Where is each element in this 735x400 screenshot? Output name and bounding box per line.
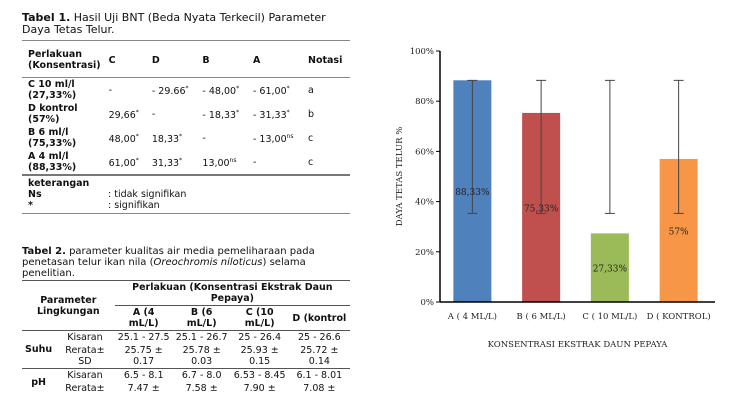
table-cell: 6.1 - 8.01 — [296, 370, 343, 381]
data-label: 27,33% — [593, 265, 628, 275]
y-tick-label: 60% — [415, 147, 434, 157]
table-row: Rerata± SD 25.75 ± 0.17 25.78 ± 0.03 25.93 … — [22, 344, 350, 369]
bar — [590, 233, 629, 302]
table-cell: 7.08 ± — [303, 383, 336, 394]
table-cell: 7.90 ± — [243, 383, 276, 394]
table2: Parameter Lingkungan Perlakuan (Konsentr… — [22, 281, 350, 395]
x-tick-label: B ( 6 ML/L) — [517, 311, 566, 322]
table-row: B 6 ml/l (75,33%) 48,00* 18,33* - - 13,00ns c — [22, 126, 350, 150]
bar-chart: 88,33% A ( 4 ML/L) 75,33% B ( 6 ML/L) 27,33%… — [395, 47, 715, 350]
table-cell: - 61,00* — [252, 84, 290, 98]
table1-caption: Tabel 1. Hasil Uji BNT (Beda Nyata Terke… — [22, 11, 326, 36]
table-cell: 25 - 26.4 — [238, 332, 282, 343]
table-cell: 61,00* — [102, 150, 146, 176]
y-tick-label: 100% — [410, 47, 434, 57]
table-cell: 25.1 - 26.7 — [175, 332, 228, 343]
table2-column-header: A (4 mL/L) — [114, 305, 173, 331]
notasi-cell: c — [308, 132, 314, 144]
table-cell: 25.1 - 27.5 — [117, 332, 170, 343]
table2-column-header: D (kontrol — [288, 305, 350, 331]
param-header: Parameter Lingkungan — [22, 281, 115, 331]
table2-column-header: C (10 mL/L) — [230, 305, 289, 331]
table-cell: 29,66* — [108, 108, 139, 122]
y-tick-label: 20% — [415, 248, 434, 258]
y-tick-label: 80% — [415, 97, 434, 107]
table-row: pH Kisaran 6.5 - 8.1 6.7 - 8.0 6.53 - 8.45 6.… — [22, 369, 350, 387]
table-row: A 4 ml/l (88,33%) 61,00* 31,33* 13,00ns - c — [22, 150, 350, 176]
data-label: 57% — [669, 227, 689, 237]
table-cell: 18,33* — [151, 132, 183, 146]
table-cell: - — [202, 132, 206, 144]
notasi-cell: a — [308, 84, 314, 96]
x-tick-label: D ( KONTROL) — [647, 311, 711, 322]
table1-notes: keterangan Ns: tidak signifikan *: signi… — [22, 176, 350, 214]
group-header: Perlakuan (Konsentrasi Ekstrak Daun Pepa… — [114, 281, 350, 306]
table-cell: - 48,00* — [202, 84, 240, 98]
table1-header: C — [102, 40, 146, 78]
table-cell: 25.78 ± 0.03 — [172, 344, 231, 369]
note-row: Ns: tidak signifikan — [28, 189, 187, 200]
note-title: keterangan — [28, 178, 90, 189]
table1-header: A — [246, 40, 302, 78]
table-cell: 13,00ns — [196, 150, 247, 176]
table-cell: 7.47 ± — [127, 383, 160, 394]
table-cell: 25.72 ± 0.14 — [288, 344, 350, 369]
notasi-cell: c — [302, 150, 350, 176]
table-cell: 25 - 26.6 — [297, 332, 341, 343]
y-axis-title: DAYA TETAS TELUR % — [395, 127, 405, 227]
data-label: 88,33% — [455, 188, 490, 198]
x-axis-title: KONSENTRASI EKSTRAK DAUN PEPAYA — [488, 340, 669, 350]
x-tick-label: A ( 4 ML/L) — [447, 311, 497, 322]
table-cell: 31,33* — [145, 150, 197, 176]
table-cell: - 13,00ns — [252, 132, 294, 146]
group-label: pH — [31, 376, 46, 388]
table-cell: 48,00* — [108, 132, 139, 146]
table-cell: - 29.66* — [151, 84, 189, 98]
row-label: Rerata± — [65, 383, 105, 394]
table1-header: B — [196, 40, 247, 78]
table1: Perlakuan (Konsentrasi) C D B A Notasi C 10 m… — [22, 40, 350, 176]
row-label: C 10 ml/l (27,33%) — [28, 79, 77, 101]
document-column: Tabel 1. Hasil Uji BNT (Beda Nyata Terke… — [22, 0, 350, 395]
table2-column-header: B (6 mL/L) — [172, 305, 231, 331]
x-tick-label: C ( 10 ML/L) — [582, 311, 637, 322]
table-row: Rerata± 7.47 ± 7.58 ± 7.90 ± 7.08 ± — [22, 382, 350, 395]
table2-caption: Tabel 2. parameter kualitas air media pe… — [22, 246, 350, 281]
row-label: Kisaran — [67, 332, 103, 343]
table-cell: 6.53 - 8.45 — [233, 370, 286, 381]
table-cell: 25.75 ± 0.17 — [114, 344, 173, 369]
y-tick-label: 0% — [421, 298, 435, 308]
table-cell: - 31,33* — [252, 108, 290, 122]
table1-header: Notasi — [302, 40, 350, 78]
data-label: 75,33% — [524, 204, 559, 214]
row-label: D kontrol (57%) — [28, 103, 78, 125]
table-cell: 25.93 ± 0.15 — [230, 344, 289, 369]
group-label: Suhu — [22, 330, 56, 369]
table-cell: - 18,33* — [202, 108, 240, 122]
table1-header: D — [145, 40, 197, 78]
table-row: D kontrol (57%) 29,66* - - 18,33* - 31,33* b — [22, 102, 350, 126]
table-cell: - — [246, 150, 302, 176]
note-row: *: signifikan — [28, 200, 160, 211]
notasi-cell: b — [308, 108, 315, 120]
table-row: C 10 ml/l (27,33%) - - 29.66* - 48,00* - 61,… — [22, 78, 350, 103]
row-label: A 4 ml/l (88,33%) — [22, 150, 103, 176]
table-cell: 6.5 - 8.1 — [123, 370, 164, 381]
table1-header: Perlakuan (Konsentrasi) — [22, 40, 103, 78]
table-cell: - — [151, 108, 156, 120]
y-tick-label: 40% — [415, 198, 434, 208]
table-cell: 6.7 - 8.0 — [181, 370, 222, 381]
table-cell: 7.58 ± — [185, 383, 218, 394]
row-label: Kisaran — [67, 370, 103, 381]
row-label: B 6 ml/l (75,33%) — [28, 127, 77, 149]
table-cell: - — [108, 84, 113, 96]
table-row: Suhu Kisaran 25.1 - 27.5 25.1 - 26.7 25 - 26… — [22, 330, 350, 369]
row-label: Rerata± SD — [55, 344, 115, 369]
